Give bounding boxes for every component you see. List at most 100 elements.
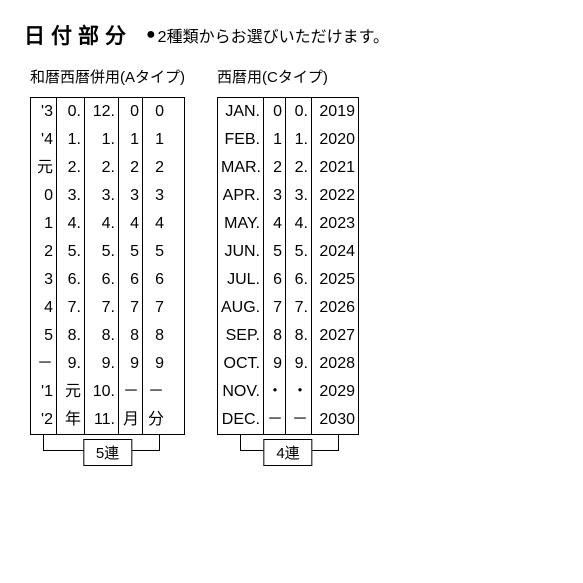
cell: 11. (85, 406, 118, 434)
cell: 元 (31, 154, 56, 182)
cell: JUN. (218, 238, 263, 266)
cell: '2 (31, 406, 56, 434)
cell: 5. (57, 238, 84, 266)
cell: 10. (85, 378, 118, 406)
cell: 9. (85, 350, 118, 378)
cell: 6. (57, 266, 84, 294)
cell: JAN. (218, 98, 263, 126)
cell: 2. (286, 154, 311, 182)
cell: 6. (286, 266, 311, 294)
left-column: 和暦西暦併用(Aタイプ) '3'4元012345－'1'20.1.2.3.4.5… (30, 66, 185, 469)
cell: 8 (119, 322, 142, 350)
left-band-1: 0.1.2.3.4.5.6.7.8.9.元年 (57, 98, 85, 434)
cell: 5. (85, 238, 118, 266)
right-column: 西暦用(Cタイプ) JAN.FEB.MAR.APR.MAY.JUN.JUL.AU… (217, 66, 359, 469)
cell: ・ (264, 378, 285, 406)
cell: 3. (85, 182, 118, 210)
cell: 1 (143, 126, 167, 154)
right-bracket: 4連 (217, 435, 359, 469)
cell: 2019 (312, 98, 358, 126)
cell: 2024 (312, 238, 358, 266)
cell: 2025 (312, 266, 358, 294)
left-band-2: 12.1.2.3.4.5.6.7.8.9.10.11. (85, 98, 119, 434)
cell: 2. (85, 154, 118, 182)
page-title: 日付部分 (24, 20, 132, 50)
cell: 2027 (312, 322, 358, 350)
cell: 6 (143, 266, 167, 294)
cell: 2 (264, 154, 285, 182)
cell: FEB. (218, 126, 263, 154)
cell: 4. (57, 210, 84, 238)
cell: 3 (143, 182, 167, 210)
cell: 元 (57, 378, 84, 406)
cell: 2028 (312, 350, 358, 378)
cell: 4 (31, 294, 56, 322)
cell: 5. (286, 238, 311, 266)
cell: 2030 (312, 406, 358, 434)
cell: AUG. (218, 294, 263, 322)
cell: 6 (119, 266, 142, 294)
cell: 1 (264, 126, 285, 154)
cell: 5 (143, 238, 167, 266)
right-table: JAN.FEB.MAR.APR.MAY.JUN.JUL.AUG.SEP.OCT.… (217, 97, 359, 435)
right-title: 西暦用(Cタイプ) (217, 66, 359, 87)
cell: 7. (85, 294, 118, 322)
cell: 7. (286, 294, 311, 322)
cell: '3 (31, 98, 56, 126)
cell: 9. (57, 350, 84, 378)
cell: 3. (57, 182, 84, 210)
cell: DEC. (218, 406, 263, 434)
cell: MAR. (218, 154, 263, 182)
cell: 9. (286, 350, 311, 378)
cell: 1. (85, 126, 118, 154)
cell: OCT. (218, 350, 263, 378)
cell: 12. (85, 98, 118, 126)
cell: 1. (57, 126, 84, 154)
cell: 8 (264, 322, 285, 350)
cell: 5 (119, 238, 142, 266)
cell: 7. (57, 294, 84, 322)
cell: 年 (57, 406, 84, 434)
cell: 4. (286, 210, 311, 238)
bullet-icon: ● (146, 26, 156, 44)
cell: 2 (31, 238, 56, 266)
cell: 6 (264, 266, 285, 294)
cell: 2 (143, 154, 167, 182)
cell: 4 (264, 210, 285, 238)
cell: 2 (119, 154, 142, 182)
cell: 1 (31, 210, 56, 238)
cell: 6. (85, 266, 118, 294)
cell: ・ (286, 378, 311, 406)
cell: 2023 (312, 210, 358, 238)
cell: 2029 (312, 378, 358, 406)
left-bracket-label: 5連 (83, 439, 132, 466)
cell: 9 (119, 350, 142, 378)
cell: NOV. (218, 378, 263, 406)
left-band-3: 0123456789－月 (119, 98, 143, 434)
cell: 4 (119, 210, 142, 238)
cell: 8 (143, 322, 167, 350)
left-band-0: '3'4元012345－'1'2 (31, 98, 57, 434)
cell: 0 (143, 98, 167, 126)
cell: 4. (85, 210, 118, 238)
cell: MAY. (218, 210, 263, 238)
right-band-0: JAN.FEB.MAR.APR.MAY.JUN.JUL.AUG.SEP.OCT.… (218, 98, 264, 434)
cell: 1. (286, 126, 311, 154)
cell: 0 (31, 182, 56, 210)
cell: 8. (286, 322, 311, 350)
cell: 7 (143, 294, 167, 322)
cell: － (264, 406, 285, 434)
right-bracket-label: 4連 (263, 439, 312, 466)
cell: － (31, 350, 56, 378)
cell: 2022 (312, 182, 358, 210)
cell: 3 (119, 182, 142, 210)
left-title: 和暦西暦併用(Aタイプ) (30, 66, 185, 87)
cell: 分 (143, 406, 167, 434)
cell: － (286, 406, 311, 434)
cell: 9 (264, 350, 285, 378)
cell: '4 (31, 126, 56, 154)
cell: 0 (119, 98, 142, 126)
header: 日付部分 ● 2種類からお選びいただけます。 (24, 20, 559, 50)
cell: 0 (264, 98, 285, 126)
cell: 7 (119, 294, 142, 322)
